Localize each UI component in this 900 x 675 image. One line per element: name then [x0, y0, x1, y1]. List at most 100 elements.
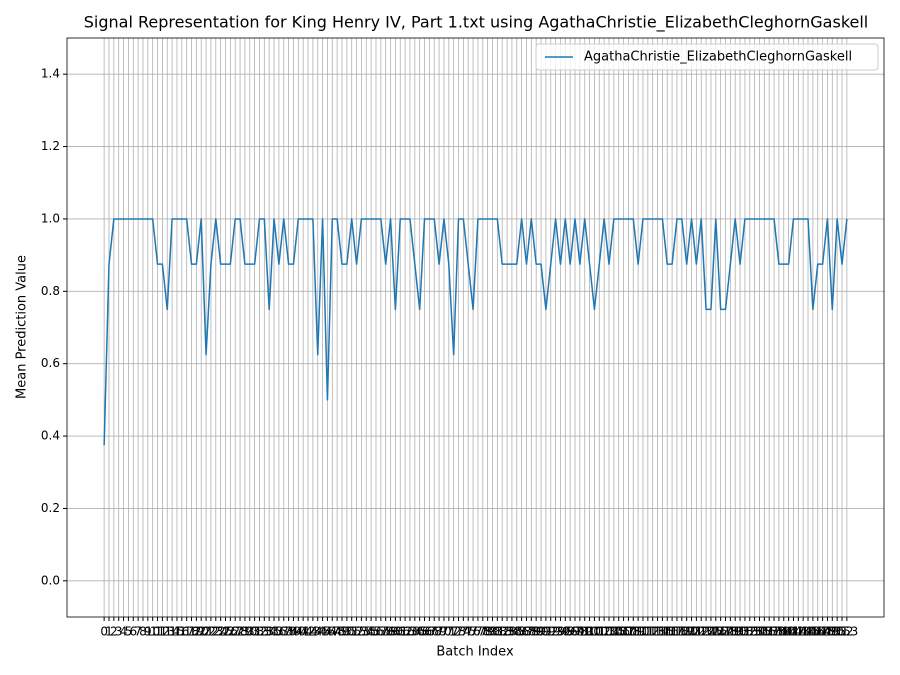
- x-tick-label: 132: [733, 625, 756, 639]
- x-tick-label: 133: [738, 625, 761, 639]
- x-tick-label: 12: [155, 625, 170, 639]
- x-tick-label: 123: [690, 625, 713, 639]
- x-tick-label: 101: [583, 625, 606, 639]
- x-tick-label: 29: [237, 625, 252, 639]
- x-tick-label: 120: [675, 625, 698, 639]
- x-tick-label: 125: [699, 625, 722, 639]
- x-tick-label: 67: [422, 625, 437, 639]
- x-tick-label: 138: [763, 625, 786, 639]
- x-tick-label: 3: [115, 625, 123, 639]
- x-tick-label: 38: [281, 625, 296, 639]
- x-tick-label: 28: [232, 625, 247, 639]
- legend-label: AgathaChristie_ElizabethCleghornGaskell: [584, 50, 852, 65]
- x-tick-label: 2: [110, 625, 118, 639]
- x-tick-label: 47: [325, 625, 340, 639]
- x-tick-label: 124: [695, 625, 718, 639]
- x-tick-label: 95: [558, 625, 573, 639]
- x-tick-label: 45: [315, 625, 330, 639]
- x-tick-label: 7: [134, 625, 142, 639]
- y-tick-label: 0.2: [41, 501, 60, 515]
- data-line: [103, 218, 848, 446]
- x-tick-label: 127: [709, 625, 732, 639]
- x-tick-label: 40: [291, 625, 306, 639]
- x-tick-label: 43: [305, 625, 320, 639]
- x-tick-label: 26: [223, 625, 238, 639]
- x-tick-label: 94: [553, 625, 568, 639]
- x-tick-label: 113: [641, 625, 664, 639]
- x-tick-label: 80: [485, 625, 500, 639]
- x-tick-label: 16: [174, 625, 189, 639]
- x-tick-label: 31: [247, 625, 262, 639]
- x-tick-label: 61: [393, 625, 408, 639]
- x-tick-label: 75: [461, 625, 476, 639]
- x-tick-label: 142: [782, 625, 805, 639]
- x-tick-label: 129: [719, 625, 742, 639]
- y-tick-label: 1.0: [41, 211, 60, 225]
- x-tick-label: 42: [300, 625, 315, 639]
- x-tick-label: 19: [189, 625, 204, 639]
- y-tick-label: 0.4: [41, 429, 60, 443]
- x-tick-label: 100: [578, 625, 601, 639]
- x-tick-label: 73: [451, 625, 466, 639]
- x-tick-label: 30: [242, 625, 257, 639]
- x-tick-label: 10: [145, 625, 160, 639]
- x-tick-label: 85: [509, 625, 524, 639]
- x-tick-label: 89: [529, 625, 544, 639]
- x-tick-label: 104: [598, 625, 621, 639]
- x-tick-label: 118: [666, 625, 689, 639]
- x-tick-label: 131: [729, 625, 752, 639]
- x-tick-label: 115: [651, 625, 674, 639]
- x-tick-label: 111: [632, 625, 655, 639]
- x-tick-label: 106: [607, 625, 630, 639]
- x-tick-label: 23: [208, 625, 223, 639]
- x-tick-label: 8: [139, 625, 147, 639]
- x-tick-label: 98: [572, 625, 587, 639]
- x-tick-label: 11: [150, 625, 165, 639]
- x-tick-label: 99: [577, 625, 592, 639]
- x-tick-label: 84: [504, 625, 519, 639]
- x-tick-label: 74: [456, 625, 471, 639]
- x-tick-label: 52: [349, 625, 364, 639]
- x-tick-label: 79: [480, 625, 495, 639]
- x-tick-label: 126: [704, 625, 727, 639]
- x-tick-label: 49: [334, 625, 349, 639]
- x-tick-label: 103: [593, 625, 616, 639]
- x-tick-label: 81: [490, 625, 505, 639]
- x-tick-label: 143: [787, 625, 810, 639]
- x-tick-label: 51: [344, 625, 359, 639]
- x-tick-label: 151: [826, 625, 849, 639]
- x-tick-label: 17: [179, 625, 194, 639]
- x-tick-label: 66: [417, 625, 432, 639]
- x-tick-label: 150: [821, 625, 844, 639]
- x-tick-label: 41: [296, 625, 311, 639]
- x-tick-label: 122: [685, 625, 708, 639]
- x-tick-label: 90: [533, 625, 548, 639]
- x-tick-label: 119: [670, 625, 693, 639]
- x-tick-label: 50: [339, 625, 354, 639]
- x-tick-label: 112: [636, 625, 659, 639]
- x-axis-label: Batch Index: [436, 645, 514, 660]
- x-tick-label: 63: [402, 625, 417, 639]
- x-tick-label: 68: [427, 625, 442, 639]
- x-tick-label: 22: [203, 625, 218, 639]
- x-tick-label: 86: [514, 625, 529, 639]
- x-tick-label: 36: [271, 625, 286, 639]
- x-tick-label: 71: [441, 625, 456, 639]
- x-tick-label: 153: [835, 625, 858, 639]
- x-tick-label: 24: [213, 625, 228, 639]
- x-tick-label: 92: [543, 625, 558, 639]
- x-tick-label: 117: [661, 625, 684, 639]
- x-tick-label: 21: [198, 625, 213, 639]
- x-tick-label: 146: [801, 625, 824, 639]
- x-tick-label: 88: [524, 625, 539, 639]
- y-tick-label: 0.8: [41, 284, 60, 298]
- x-tick-label: 20: [194, 625, 209, 639]
- x-tick-label: 107: [612, 625, 635, 639]
- x-tick-label: 69: [431, 625, 446, 639]
- x-tick-label: 83: [499, 625, 514, 639]
- x-tick-label: 62: [397, 625, 412, 639]
- x-tick-label: 34: [262, 625, 277, 639]
- x-tick-label: 64: [407, 625, 422, 639]
